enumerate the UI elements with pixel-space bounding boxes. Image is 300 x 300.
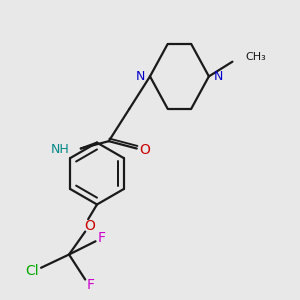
Text: O: O [84, 219, 95, 233]
Text: F: F [98, 231, 105, 245]
Text: O: O [140, 143, 150, 157]
Text: F: F [86, 278, 94, 292]
Text: N: N [214, 70, 224, 83]
Text: Cl: Cl [25, 264, 38, 278]
Text: NH: NH [50, 143, 69, 157]
Text: N: N [135, 70, 145, 83]
Text: CH₃: CH₃ [246, 52, 266, 62]
